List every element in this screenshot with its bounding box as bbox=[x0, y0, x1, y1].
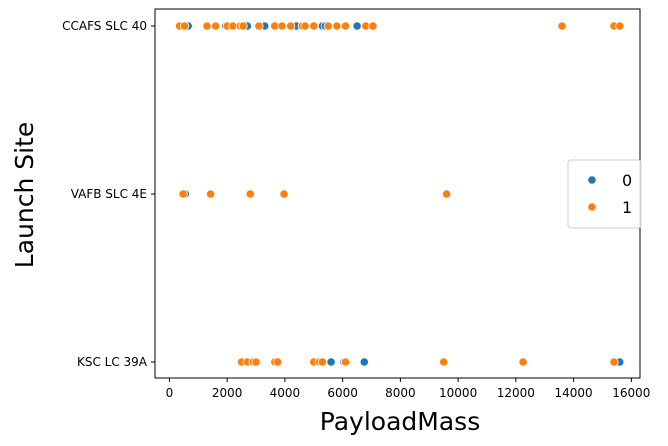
data-point bbox=[273, 357, 283, 367]
data-point bbox=[205, 189, 216, 199]
data-point bbox=[202, 21, 212, 31]
data-point bbox=[309, 21, 319, 31]
y-axis-title: Launch Site bbox=[10, 122, 39, 268]
data-point bbox=[609, 357, 619, 367]
legend-marker bbox=[587, 202, 597, 212]
plot-area bbox=[174, 21, 625, 367]
legend-label: 1 bbox=[622, 198, 632, 217]
data-point bbox=[340, 357, 351, 367]
x-tick-label: 12000 bbox=[497, 386, 535, 400]
data-point bbox=[317, 357, 328, 367]
data-point bbox=[368, 21, 378, 31]
data-point bbox=[238, 21, 248, 31]
data-point bbox=[286, 21, 296, 31]
x-tick-label: 8000 bbox=[385, 386, 416, 400]
data-point bbox=[323, 21, 333, 31]
data-point bbox=[518, 357, 528, 367]
data-point bbox=[439, 357, 449, 367]
data-point bbox=[359, 357, 369, 367]
x-tick-label: 16000 bbox=[612, 386, 650, 400]
data-point bbox=[352, 21, 362, 31]
y-tick-label: KSC LC 39A bbox=[77, 355, 148, 369]
legend-box bbox=[567, 159, 642, 229]
legend-label: 0 bbox=[622, 171, 632, 190]
x-tick-label: 4000 bbox=[270, 386, 301, 400]
data-point bbox=[179, 21, 190, 31]
data-point bbox=[245, 189, 255, 199]
x-tick-label: 14000 bbox=[555, 386, 593, 400]
data-point bbox=[279, 189, 289, 199]
data-point bbox=[251, 357, 261, 367]
data-point bbox=[615, 21, 625, 31]
plot-frame bbox=[154, 8, 641, 379]
x-axis-title: PayloadMass bbox=[320, 407, 480, 436]
legend: 01 bbox=[567, 159, 642, 229]
x-tick-label: 10000 bbox=[439, 386, 477, 400]
data-point bbox=[178, 189, 188, 199]
series-1 bbox=[174, 21, 625, 367]
data-point bbox=[332, 21, 342, 31]
data-point bbox=[441, 189, 452, 199]
y-tick-label: VAFB SLC 4E bbox=[71, 187, 147, 201]
y-axis: CCAFS SLC 40 VAFB SLC 4E KSC LC 39A bbox=[62, 19, 155, 369]
legend-marker bbox=[587, 175, 597, 185]
data-point bbox=[254, 21, 264, 31]
data-point bbox=[277, 21, 287, 31]
y-tick-label: CCAFS SLC 40 bbox=[62, 19, 147, 33]
data-point bbox=[326, 357, 336, 367]
data-point bbox=[211, 21, 221, 31]
x-tick-label: 2000 bbox=[212, 386, 243, 400]
data-point bbox=[340, 21, 351, 31]
x-axis: 0 2000 4000 6000 8000 10000 12000 14000 16000 bbox=[166, 378, 650, 400]
data-point bbox=[300, 21, 310, 31]
x-tick-label: 6000 bbox=[327, 386, 358, 400]
x-tick-label: 0 bbox=[166, 386, 174, 400]
data-point bbox=[557, 21, 567, 31]
